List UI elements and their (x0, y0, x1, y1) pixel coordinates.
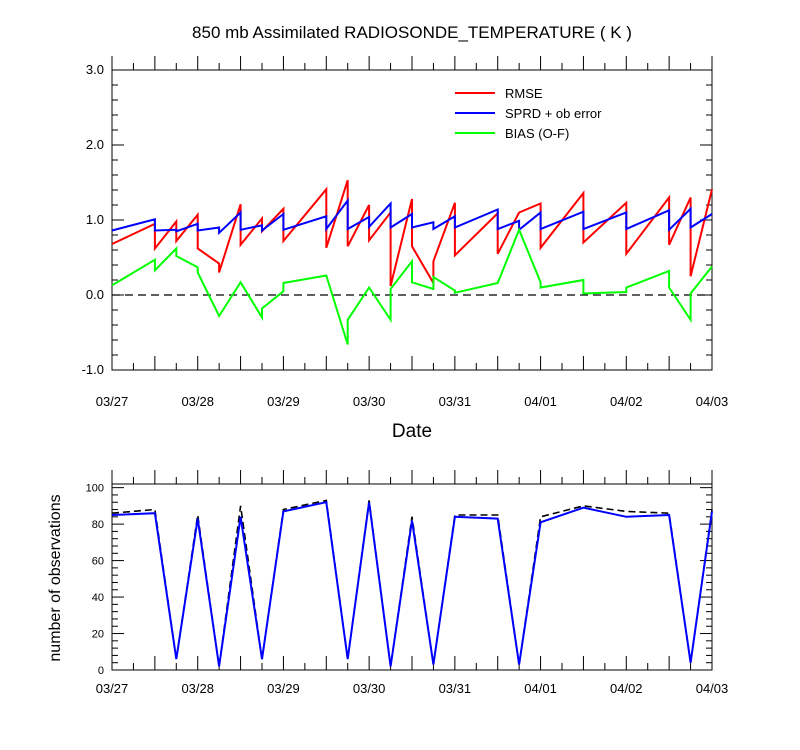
top-x-tick-label: 04/03 (696, 394, 729, 409)
top-x-tick-label: 03/29 (267, 394, 300, 409)
top-y-tick-label: -1.0 (82, 362, 104, 377)
top-x-tick-label: 04/02 (610, 394, 643, 409)
bottom-x-tick-label: 03/27 (96, 681, 129, 696)
top-y-tick-label: 2.0 (86, 137, 104, 152)
top-y-tick-label: 0.0 (86, 287, 104, 302)
bottom-y-tick-label: 20 (92, 629, 104, 641)
bottom-y-tick-label: 80 (92, 519, 104, 531)
legend-label: BIAS (O-F) (505, 126, 569, 141)
top-y-tick-label: 3.0 (86, 62, 104, 77)
top-panel-x-tick-labels: 03/27 03/28 03/29 03/30 03/31 04/01 04/02 04/03 (96, 394, 729, 409)
top-panel-y-tick-labels: -1.0 0.0 1.0 2.0 3.0 (82, 62, 104, 377)
top-panel-ticks (111, 56, 713, 371)
bottom-y-tick-label: 40 (92, 592, 104, 604)
bottom-x-tick-label: 04/03 (696, 681, 729, 696)
bottom-y-tick-label: 0 (98, 665, 104, 677)
bias-line (111, 227, 713, 345)
bottom-y-tick-label: 60 (92, 556, 104, 568)
bottom-x-tick-label: 04/02 (610, 681, 643, 696)
bottom-x-tick-label: 03/31 (439, 681, 472, 696)
spread-line (111, 197, 713, 236)
chart-title: 850 mb Assimilated RADIOSONDE_TEMPERATUR… (192, 23, 632, 42)
bottom-panel-x-tick-labels: 03/27 03/28 03/29 03/30 03/31 04/01 04/02 04/03 (96, 681, 729, 696)
top-x-tick-label: 03/30 (353, 394, 386, 409)
bottom-panel-y-tick-labels: 0 20 40 60 80 100 (86, 483, 104, 677)
legend-label: RMSE (505, 86, 543, 101)
top-x-tick-label: 03/27 (96, 394, 129, 409)
bottom-x-tick-label: 04/01 (524, 681, 557, 696)
assimilated-obs-line (111, 500, 713, 667)
top-y-tick-label: 1.0 (86, 212, 104, 227)
top-panel: RMSE SPRD + ob error BIAS (O-F) 03/27 03/28… (82, 56, 729, 442)
bottom-plot-frame (111, 483, 713, 671)
top-panel-series (111, 179, 713, 345)
bottom-y-tick-label: 100 (86, 483, 104, 495)
bottom-x-tick-label: 03/29 (267, 681, 300, 696)
legend-label: SPRD + ob error (505, 106, 602, 121)
top-x-tick-label: 03/31 (439, 394, 472, 409)
bottom-x-tick-label: 03/30 (353, 681, 386, 696)
bottom-x-tick-label: 03/28 (181, 681, 214, 696)
top-x-tick-label: 03/28 (181, 394, 214, 409)
bottom-panel: 03/27 03/28 03/29 03/30 03/31 04/01 04/02 04/03… (47, 470, 728, 696)
legend: RMSE SPRD + ob error BIAS (O-F) (455, 86, 602, 141)
y-axis-title: number of observations (47, 494, 64, 661)
bottom-panel-series (111, 499, 713, 667)
x-axis-title: Date (392, 421, 432, 442)
top-x-tick-label: 04/01 (524, 394, 557, 409)
bottom-panel-ticks (111, 470, 713, 671)
